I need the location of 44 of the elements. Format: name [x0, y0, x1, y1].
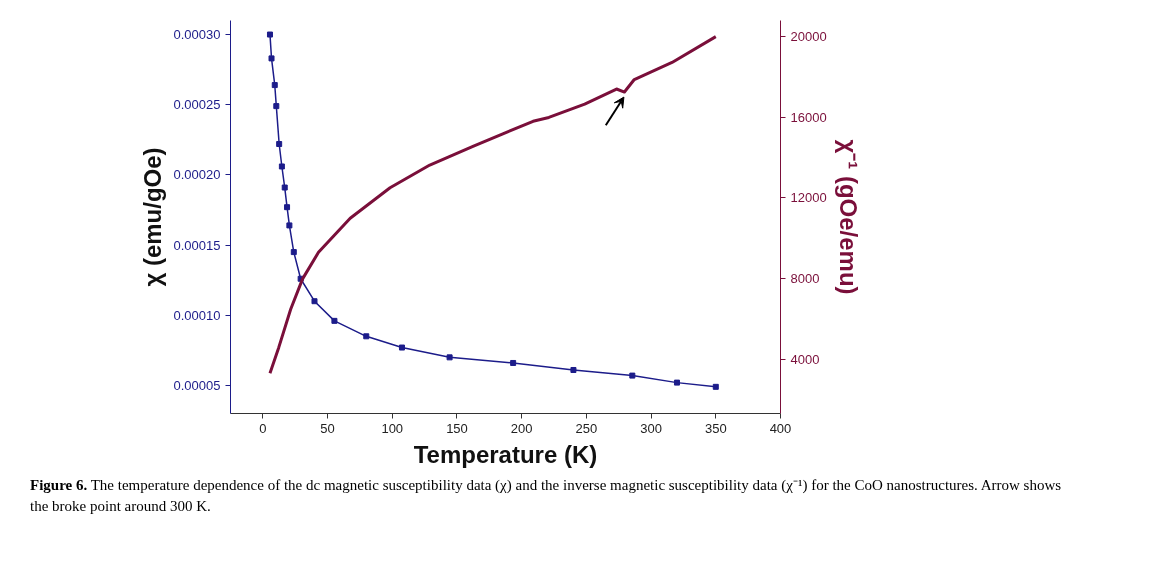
point: [271, 82, 278, 89]
point: [266, 31, 273, 38]
y2-tick-label: 12000: [790, 190, 827, 206]
point: [278, 163, 285, 170]
y-tick-label: 0.00025: [173, 97, 221, 113]
x-axis-title: Temperature (K): [413, 440, 598, 468]
y2-tick-label: 20000: [790, 29, 827, 45]
y2-tick-label: 8000: [790, 270, 820, 286]
x-tick-label: 100: [381, 420, 404, 436]
point: [286, 222, 293, 229]
x-tick-label: 300: [640, 420, 662, 436]
y2-tick-label: 4000: [790, 351, 820, 367]
caption: Figure 6. The temperature dependence of the dc magnetic susceptibility data (χ) and the inverse magnetic susceptibility data (χ⁻¹) for the CoO nanostructures. Arrow shows the broke point around 300 K.: [30, 476, 1063, 517]
point: [331, 317, 338, 324]
x-tick-label: 150: [446, 420, 468, 436]
y2-tick-label: 16000: [790, 109, 827, 125]
y-tick-label: 0.00010: [173, 307, 221, 323]
x-tick-label: 400: [769, 420, 792, 436]
point: [510, 359, 517, 366]
point: [311, 298, 318, 305]
point: [570, 366, 577, 373]
point: [268, 55, 275, 62]
y2-axis-title: χ⁻¹ (gOe/emu): [834, 139, 862, 295]
x-tick-label: 0: [259, 420, 267, 436]
point: [284, 204, 291, 211]
point: [273, 103, 280, 110]
x-tick-label: 50: [320, 420, 335, 436]
x-tick-label: 250: [575, 420, 598, 436]
point: [712, 383, 719, 390]
point: [398, 344, 405, 351]
point: [276, 141, 283, 148]
point: [629, 372, 636, 379]
point: [446, 354, 453, 361]
y-tick-label: 0.00020: [173, 167, 221, 183]
x-tick-label: 200: [510, 420, 533, 436]
y-tick-label: 0.00015: [173, 237, 221, 253]
point: [363, 333, 370, 340]
y-axis-title: χ (emu/gOe): [138, 147, 166, 287]
point: [281, 184, 288, 191]
y-tick-label: 0.00030: [173, 27, 221, 43]
point: [673, 379, 680, 386]
point: [290, 249, 297, 256]
y-tick-label: 0.00005: [173, 377, 221, 393]
x-tick-label: 350: [704, 420, 727, 436]
